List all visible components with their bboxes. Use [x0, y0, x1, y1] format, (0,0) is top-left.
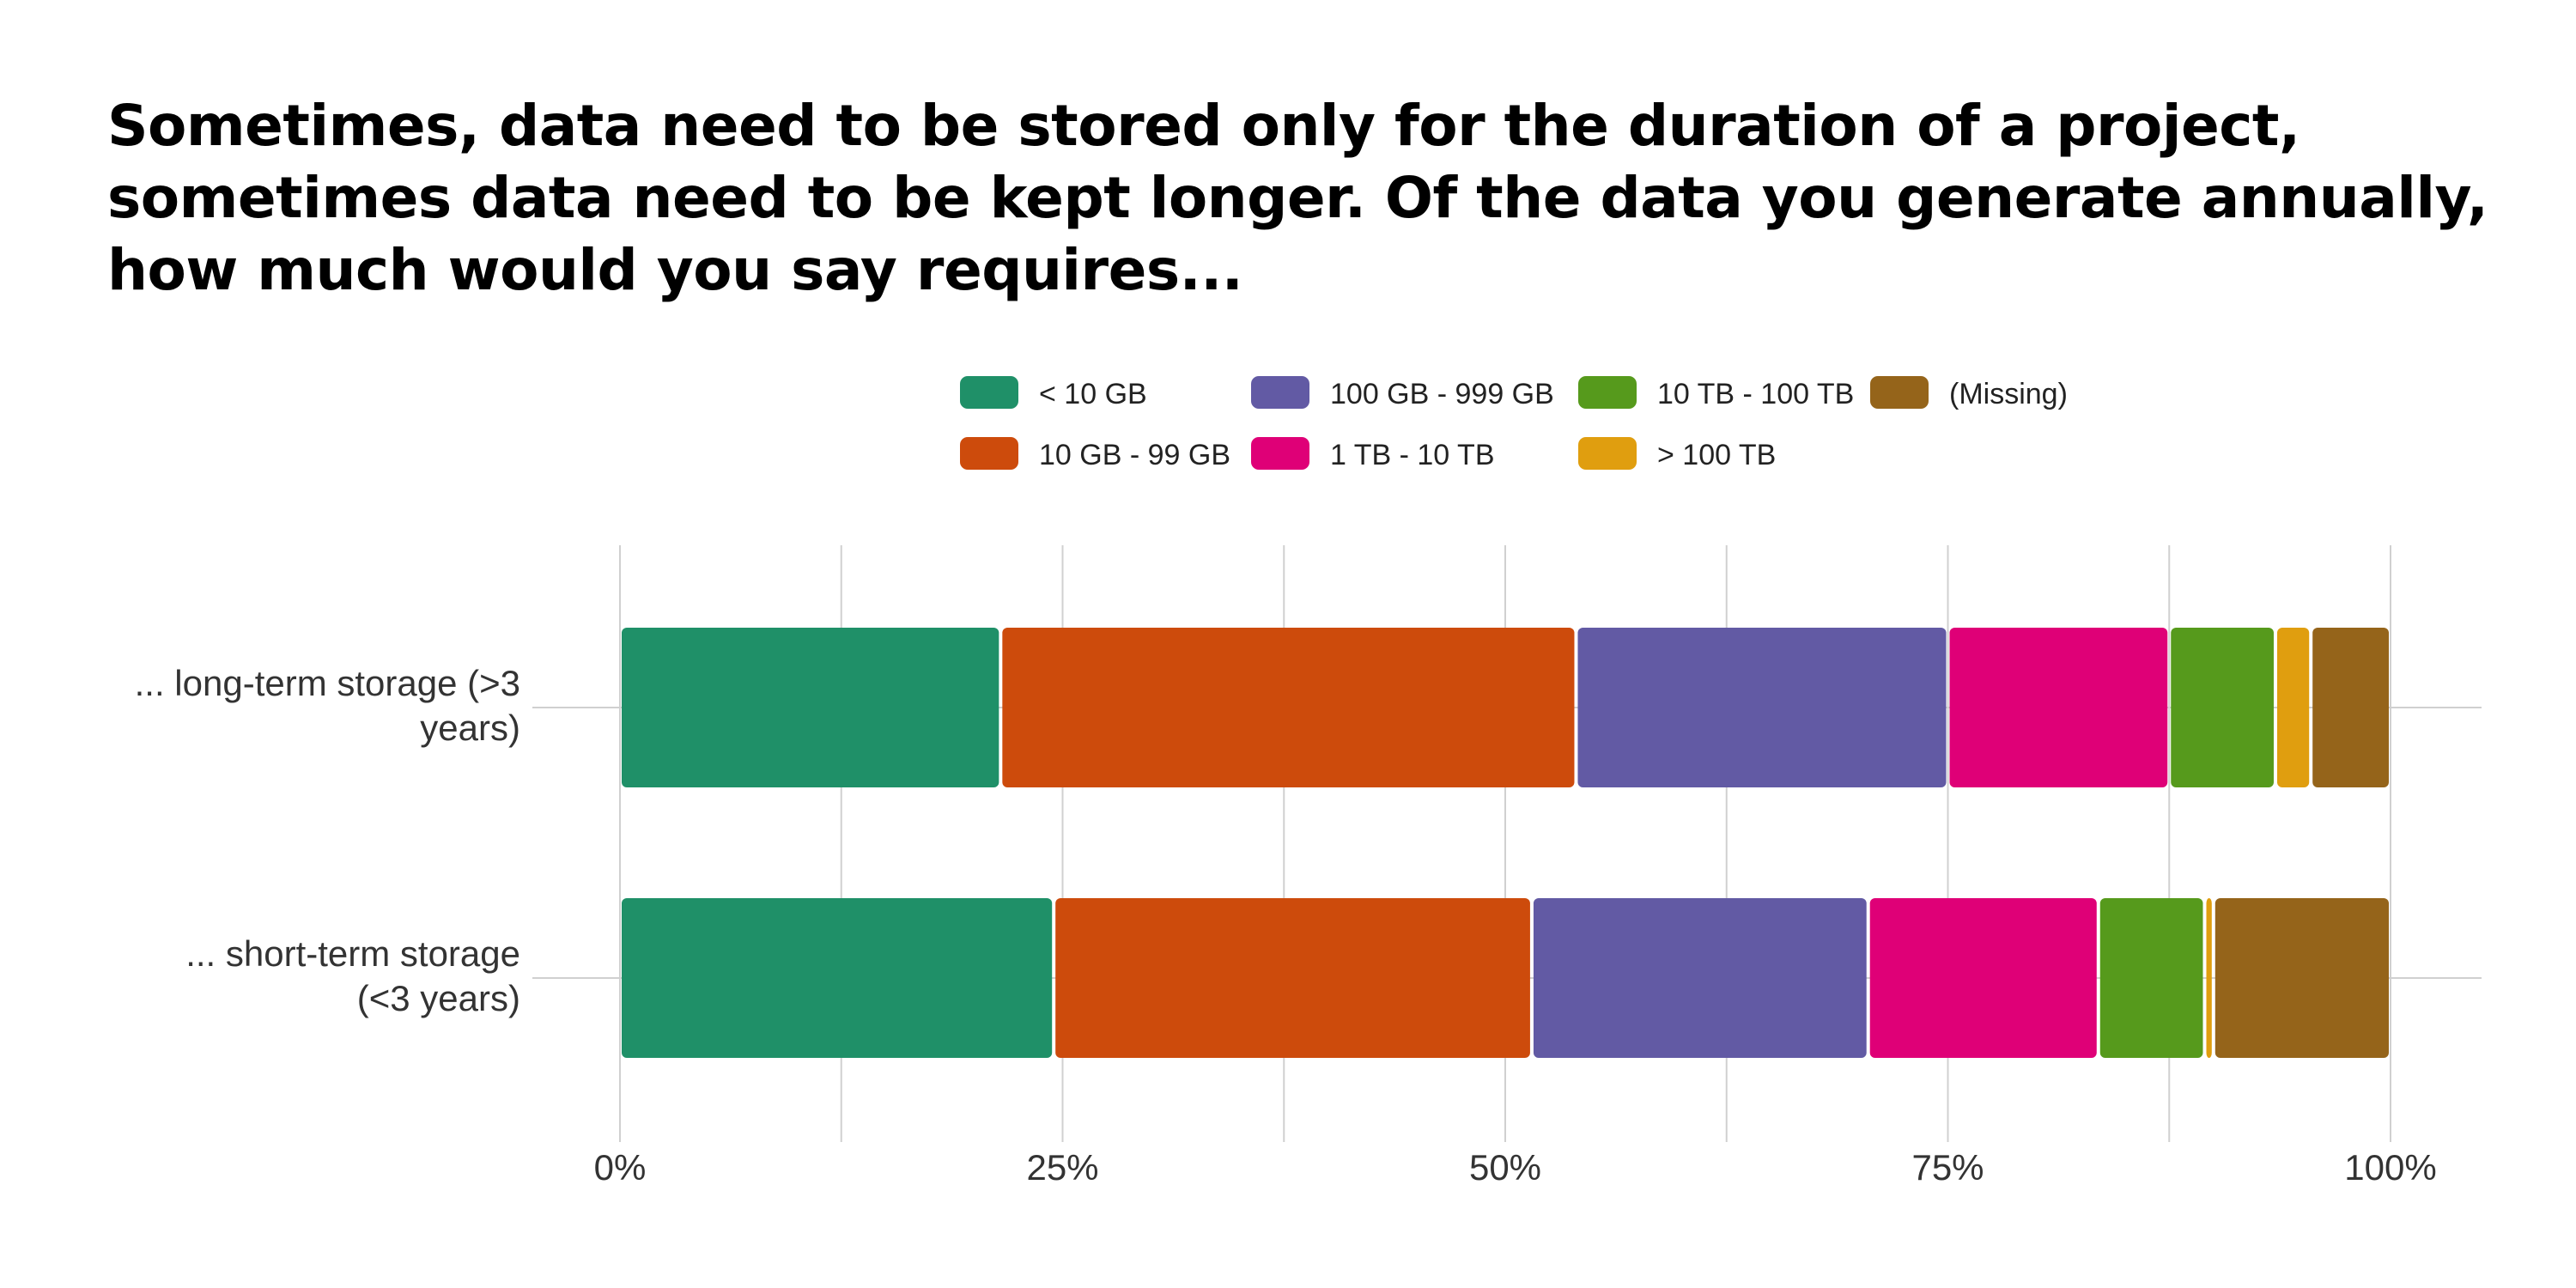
bar-segment — [1949, 628, 2168, 787]
bar-segment — [1002, 628, 1575, 787]
legend-item: > 100 TB — [1578, 437, 1776, 471]
bar-segment — [1055, 898, 1530, 1058]
legend-swatch — [960, 437, 1018, 470]
legend-swatch — [1578, 376, 1637, 409]
legend-item: 10 TB - 100 TB — [1578, 376, 1854, 410]
category-labels: ... long-term storage (>3 years) ... short… — [135, 663, 520, 1018]
legend-swatch — [1251, 376, 1309, 409]
legend-label: > 100 TB — [1657, 439, 1776, 471]
category-label: (<3 years) — [357, 978, 520, 1018]
legend-item: (Missing) — [1870, 376, 2068, 410]
x-tick-label: 0% — [594, 1147, 647, 1188]
x-tick-label: 25% — [1026, 1147, 1098, 1188]
bar-segment — [2171, 628, 2274, 787]
legend-label: 10 GB - 99 GB — [1039, 439, 1230, 471]
legend-label: 100 GB - 999 GB — [1330, 378, 1554, 410]
x-tick-label: 100% — [2344, 1147, 2436, 1188]
chart-title: Sometimes, data need to be stored only f… — [107, 93, 2488, 303]
bar-segment — [2276, 628, 2310, 787]
legend-swatch — [1251, 437, 1309, 470]
x-tick-label: 50% — [1469, 1147, 1541, 1188]
legend-item: < 10 GB — [960, 376, 1147, 410]
legend-swatch — [1578, 437, 1637, 470]
legend-swatch — [1870, 376, 1929, 409]
legend: < 10 GB 10 GB - 99 GB 100 GB - 999 GB 1 TB … — [960, 376, 2068, 471]
category-label: ... long-term storage (>3 — [135, 663, 520, 703]
bar-segment — [2099, 898, 2203, 1058]
legend-item: 10 GB - 99 GB — [960, 437, 1230, 471]
legend-label: (Missing) — [1949, 378, 2068, 410]
legend-label: 10 TB - 100 TB — [1657, 378, 1854, 410]
legend-label: < 10 GB — [1039, 378, 1147, 410]
legend-label: 1 TB - 10 TB — [1330, 439, 1495, 471]
bar-segment — [2215, 898, 2389, 1058]
x-axis-tick-labels: 0% 25% 50% 75% 100% — [594, 1147, 2437, 1188]
bar-segment — [622, 898, 1053, 1058]
category-label: ... short-term storage — [185, 933, 520, 974]
x-tick-label: 75% — [1911, 1147, 1984, 1188]
bar-segment — [2312, 628, 2389, 787]
bar-segment — [1869, 898, 2097, 1058]
bar-segment — [2206, 898, 2212, 1058]
legend-item: 1 TB - 10 TB — [1251, 437, 1495, 471]
bars — [622, 628, 2389, 1058]
category-label: years) — [420, 708, 520, 748]
bar-segment — [1577, 628, 1947, 787]
legend-swatch — [960, 376, 1018, 409]
legend-item: 100 GB - 999 GB — [1251, 376, 1554, 410]
bar-segment — [1533, 898, 1867, 1058]
bar-segment — [622, 628, 999, 787]
